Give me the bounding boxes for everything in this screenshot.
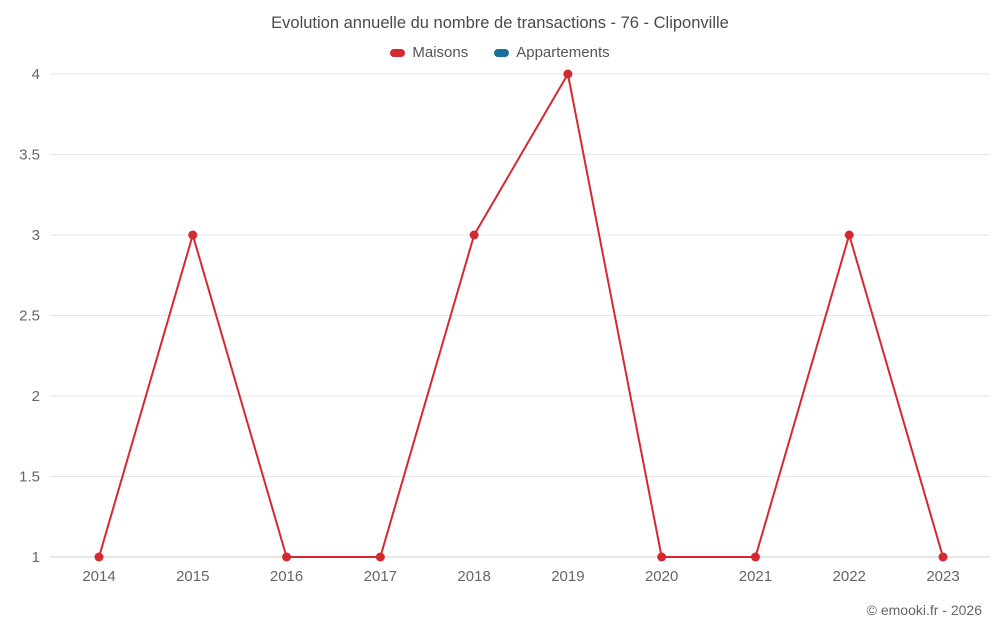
y-tick-label: 3.5: [19, 147, 40, 164]
data-point-maisons-2023[interactable]: [938, 552, 948, 562]
data-point-maisons-2019[interactable]: [563, 69, 573, 79]
legend-item-appartements[interactable]: Appartements: [494, 44, 610, 61]
legend-swatch-icon: [494, 48, 510, 57]
x-tick-label: 2020: [645, 568, 678, 585]
y-tick-label: 1.5: [19, 469, 40, 486]
chart-plot-area: 1 1.5 2 2.5 3 3.5 4 2014 2015 2016 2017 2018 2019 202…: [19, 66, 990, 585]
x-tick-label: 2017: [364, 568, 397, 585]
data-point-maisons-2022[interactable]: [844, 230, 854, 240]
data-point-maisons-2020[interactable]: [657, 552, 667, 562]
series-line-maisons: [98, 73, 944, 558]
x-tick-label: 2016: [270, 568, 303, 585]
data-point-maisons-2015[interactable]: [188, 230, 198, 240]
x-tick-label: 2019: [551, 568, 584, 585]
x-tick-label: 2022: [833, 568, 866, 585]
x-tick-label: 2018: [457, 568, 490, 585]
chart-legend: Maisons Appartements: [0, 44, 1000, 61]
legend-item-maisons[interactable]: Maisons: [390, 44, 468, 61]
x-tick-label: 2015: [176, 568, 209, 585]
data-point-maisons-2018[interactable]: [469, 230, 479, 240]
x-tick-label: 2023: [926, 568, 959, 585]
chart-title: Evolution annuelle du nombre de transact…: [271, 14, 729, 32]
x-tick-label: 2014: [82, 568, 115, 585]
data-point-maisons-2014[interactable]: [94, 552, 104, 562]
y-tick-label: 3: [32, 227, 40, 244]
legend-swatch-icon: [390, 48, 406, 57]
y-tick-label: 4: [32, 66, 40, 83]
y-tick-label: 1: [32, 549, 40, 566]
credit-text: © emooki.fr - 2026: [866, 602, 982, 618]
y-tick-label: 2.5: [19, 308, 40, 325]
data-point-maisons-2021[interactable]: [750, 552, 760, 562]
data-point-maisons-2016[interactable]: [282, 552, 292, 562]
legend-label: Maisons: [412, 44, 469, 61]
x-tick-label: 2021: [739, 568, 772, 585]
data-point-maisons-2017[interactable]: [375, 552, 385, 562]
y-tick-label: 2: [32, 388, 40, 405]
legend-label: Appartements: [516, 44, 610, 61]
